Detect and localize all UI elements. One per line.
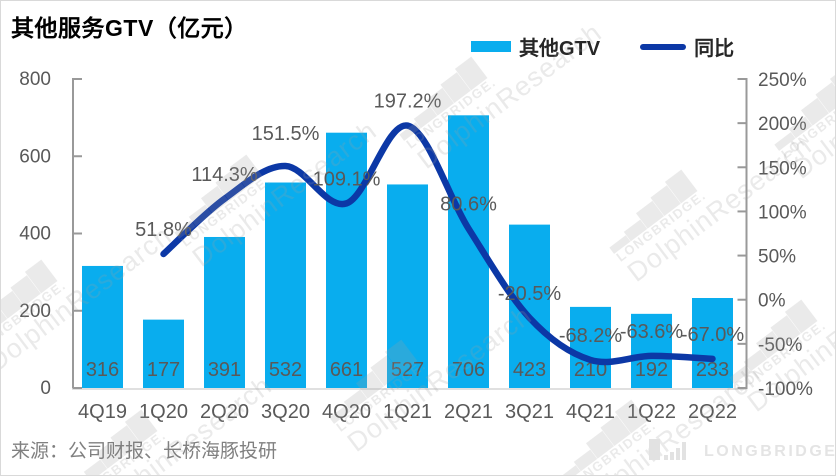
- bar-label-2Q20: 391: [208, 359, 241, 381]
- x-label-1Q22: 1Q22: [627, 401, 676, 423]
- x-label-2Q20: 2Q20: [200, 401, 249, 423]
- bar-label-3Q20: 532: [269, 359, 302, 381]
- bar-label-1Q20: 177: [147, 359, 180, 381]
- category-labels: 4Q19 1Q20 2Q20 3Q20 4Q20 1Q21 2Q21 3Q21 4Q21 1Q22…: [78, 401, 737, 423]
- right-tick-label: 150%: [758, 158, 807, 179]
- x-label-2Q22: 2Q22: [688, 401, 737, 423]
- line-series-swatch: [640, 43, 687, 50]
- bar-1Q22: [631, 313, 672, 388]
- right-tick-label: 200%: [758, 114, 807, 135]
- right-tick-label: 0%: [758, 291, 786, 312]
- yoy-label-1Q22: -63.6%: [620, 321, 684, 343]
- yoy-label-2Q20: 114.3%: [191, 164, 258, 186]
- left-tick-label: 800: [19, 69, 51, 90]
- x-label-3Q21: 3Q21: [505, 401, 554, 423]
- yoy-label-1Q20: 51.8%: [135, 219, 192, 241]
- bar-label-2Q22: 233: [696, 359, 729, 381]
- bar-label-2Q21: 706: [452, 359, 485, 381]
- legend-item-gtv[interactable]: 其他GTV: [471, 32, 600, 61]
- right-tick-label: 250%: [758, 70, 807, 91]
- bar-label-4Q19: 316: [86, 359, 119, 381]
- bar-4Q20: [326, 132, 367, 388]
- x-label-1Q20: 1Q20: [139, 401, 188, 423]
- line-value-labels: 51.8% 114.3% 151.5% 109.1% 197.2% 80.6% -20.5%…: [135, 91, 744, 347]
- bar-4Q21: [570, 306, 611, 388]
- x-label-1Q21: 1Q21: [383, 401, 432, 423]
- legend-label-gtv: 其他GTV: [519, 38, 601, 60]
- x-label-2Q21: 2Q21: [444, 401, 493, 423]
- bar-series-swatch: [471, 41, 511, 52]
- x-label-4Q21: 4Q21: [566, 401, 615, 423]
- bar-label-1Q21: 527: [391, 359, 424, 381]
- yoy-label-3Q21: -20.5%: [498, 283, 562, 305]
- bar-label-4Q20: 661: [330, 359, 363, 381]
- right-tick-label: 100%: [758, 202, 807, 223]
- source-note: 来源：公司财报、长桥海豚投研: [11, 441, 278, 462]
- right-tick-label: -50%: [758, 335, 802, 356]
- left-tick-label: 0: [40, 378, 51, 399]
- x-label-4Q20: 4Q20: [322, 401, 371, 423]
- bar-4Q19: [82, 265, 123, 388]
- left-tick-label: 400: [19, 224, 51, 245]
- right-tick-label: -100%: [758, 379, 813, 400]
- longbridge-logo-icon: [649, 439, 686, 460]
- yoy-label-2Q22: -67.0%: [681, 324, 745, 346]
- bar-2Q22: [692, 298, 733, 388]
- yoy-label-4Q21: -68.2%: [559, 325, 623, 347]
- yoy-label-3Q20: 151.5%: [252, 123, 320, 145]
- right-tick-label: 50%: [758, 247, 796, 268]
- bar-1Q20: [143, 319, 184, 388]
- legend-label-yoy: 同比: [694, 38, 735, 60]
- left-tick-label: 600: [19, 146, 51, 167]
- longbridge-logo: LONGBRIDGE: [649, 438, 836, 461]
- bar-2Q20: [204, 236, 245, 388]
- chart-title: 其他服务GTV（亿元）: [11, 15, 248, 41]
- x-label-3Q20: 3Q20: [261, 401, 310, 423]
- legend: 其他GTV 同比: [471, 32, 734, 61]
- legend-item-yoy[interactable]: 同比: [640, 32, 734, 61]
- axes: 800 600 400 200 0 250% 200% 150% 100% 50% 0% -50% -1…: [19, 69, 813, 400]
- yoy-label-1Q21: 197.2%: [374, 91, 442, 113]
- bar-1Q21: [387, 184, 428, 388]
- bar-label-1Q22: 192: [635, 359, 668, 381]
- yoy-label-2Q21: 80.6%: [440, 194, 497, 216]
- longbridge-logo-text: LONGBRIDGE: [704, 443, 836, 460]
- bar-3Q20: [265, 182, 306, 388]
- yoy-label-4Q20: 109.1%: [313, 168, 381, 190]
- bar-series: [82, 115, 733, 389]
- x-label-4Q19: 4Q19: [78, 401, 127, 423]
- left-tick-label: 200: [19, 301, 51, 322]
- bar-label-3Q21: 423: [513, 359, 546, 381]
- bar-value-labels: 316 177 391 532 661 527 706 423 210 192 233: [86, 359, 729, 381]
- yoy-line: [160, 122, 716, 366]
